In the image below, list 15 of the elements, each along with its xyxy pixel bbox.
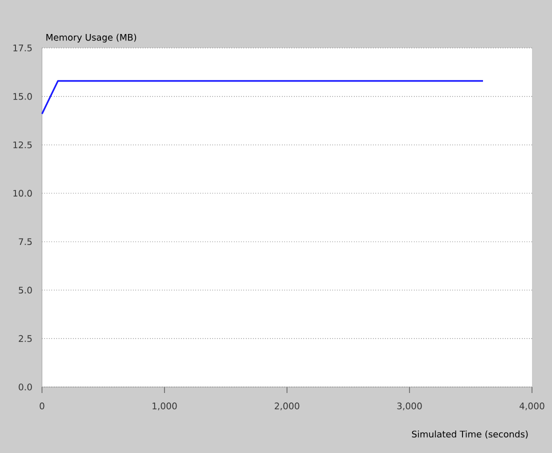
y-axis-title: Memory Usage (MB) [46, 34, 136, 42]
x-tick-label: 3,000 [397, 402, 422, 410]
y-tick-label: 7.5 [18, 238, 32, 246]
x-tick-label: 1,000 [152, 402, 177, 410]
y-tick-label: 10.0 [13, 190, 32, 197]
x-tick-label: 0 [40, 402, 44, 410]
y-tick-label: 15.0 [13, 93, 32, 100]
x-axis-title: Simulated Time (seconds) [412, 430, 528, 439]
y-tick-label: 12.5 [13, 141, 32, 148]
y-tick-label: 5.0 [18, 286, 32, 294]
x-tick-label: 2,000 [274, 402, 300, 410]
y-tick-label: 17.5 [13, 44, 32, 52]
y-tick-label: 0.0 [18, 384, 32, 390]
x-tick-label: 4,000 [520, 402, 544, 410]
y-tick-label: 2.5 [18, 335, 32, 342]
